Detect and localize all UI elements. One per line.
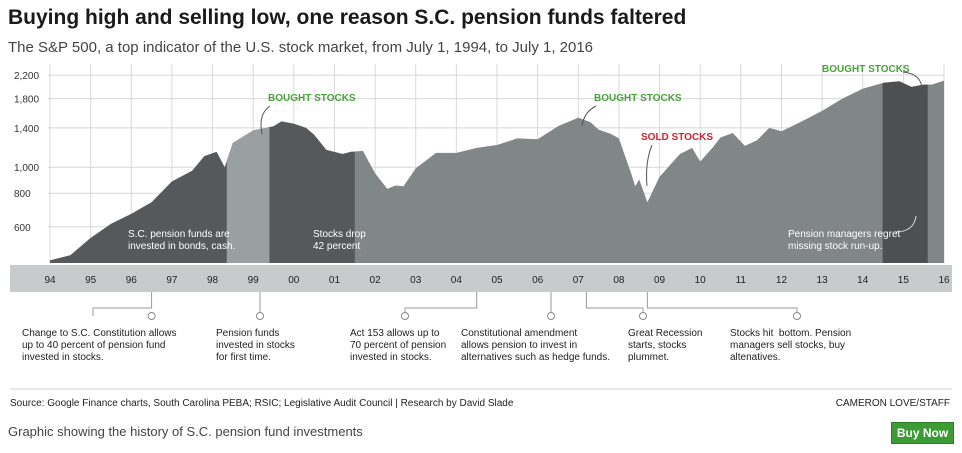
pointer-arrow [646, 144, 653, 187]
sold-stocks-label: SOLD STOCKS [641, 132, 713, 143]
x-tick-label: 07 [573, 275, 585, 286]
bought-stocks-label: BOUGHT STOCKS [268, 93, 356, 104]
x-tick-label: 00 [288, 275, 300, 286]
x-tick-label: 03 [410, 275, 422, 286]
y-tick-label: 2,200 [14, 71, 39, 82]
x-tick-label: 12 [776, 275, 788, 286]
chart-title: Buying high and selling low, one reason … [8, 6, 687, 29]
leader-line [585, 292, 644, 316]
leader-line [92, 292, 153, 316]
buy-now-button[interactable]: Buy Now [891, 422, 954, 444]
x-tick-label: 15 [898, 275, 910, 286]
highlight-band [226, 80, 270, 263]
annotation-first-stock-investment: Pension funds invested in stocks for fir… [216, 328, 295, 363]
leader-dot [147, 312, 156, 320]
x-tick-label: 98 [207, 275, 219, 286]
x-tick-label: 09 [654, 275, 666, 286]
x-tick-label: 06 [532, 275, 544, 286]
pointer-arrow [894, 215, 917, 233]
x-tick-label: 04 [451, 275, 463, 286]
annotation-act-153: Act 153 allows up to 70 percent of pensi… [350, 328, 447, 363]
chart-subtitle: The S&P 500, a top indicator of the U.S.… [8, 39, 594, 56]
x-tick-label: 10 [695, 275, 707, 286]
annotation-stocks-bottom: Stocks hit bottom. Pension managers sell… [730, 328, 852, 363]
leader-dot [256, 312, 264, 320]
in-chart-note: invested in bonds, cash. [128, 241, 235, 252]
chart-labels: BOUGHT STOCKS BOUGHT STOCKS BOUGHT STOCKS S… [128, 64, 923, 252]
x-axis: 94 95 96 97 98 99 00 01 02 03 04 05 06 07 08 09 10 11 12 13… [10, 265, 952, 292]
pointer-arrow [581, 105, 597, 127]
y-tick-label: 1,000 [14, 163, 39, 174]
y-tick-label: 1,400 [14, 124, 39, 135]
x-tick-label: 94 [44, 275, 56, 286]
y-tick-label: 800 [14, 189, 31, 200]
in-chart-note: Pension managers regret [788, 229, 901, 240]
x-axis-band [10, 265, 952, 292]
credit-line: CAMERON LOVE/STAFF [835, 398, 950, 409]
x-tick-label: 95 [85, 275, 97, 286]
in-chart-note: S.C. pension funds are [128, 229, 230, 240]
x-tick-label: 96 [126, 275, 138, 286]
x-tick-label: 16 [938, 275, 950, 286]
source-note: Source: Google Finance charts, South Car… [10, 398, 514, 409]
x-tick-label: 05 [491, 275, 503, 286]
x-tick-label: 99 [248, 275, 260, 286]
leader-dot [793, 312, 801, 320]
leader-dot [401, 312, 409, 320]
in-chart-note: missing stock run-up. [788, 241, 882, 252]
x-tick-label: 08 [613, 275, 625, 286]
pointer-arrow [902, 71, 923, 91]
annotation-constitution-change: Change to S.C. Constitution allows up to… [22, 328, 177, 363]
annotation-great-recession: Great Recession starts, stocks plummet. [628, 328, 703, 363]
sp500-area-chart: 600 800 1,000 1,400 1,800 2,200 94 95 96 97 98 99 0… [10, 64, 952, 390]
leader-line [646, 292, 798, 316]
x-tick-label: 14 [857, 275, 869, 286]
annotation-leaders [10, 292, 952, 390]
leader-dot [639, 312, 647, 320]
leader-dot [547, 312, 555, 320]
x-tick-label: 11 [736, 275, 747, 286]
y-tick-label: 1,800 [14, 95, 39, 106]
pointer-arrow [260, 105, 271, 135]
bought-stocks-label: BOUGHT STOCKS [822, 64, 910, 75]
y-tick-label: 600 [14, 223, 31, 234]
x-tick-label: 02 [370, 275, 382, 286]
in-chart-note: 42 percent [313, 241, 360, 252]
bought-stocks-label: BOUGHT STOCKS [594, 93, 682, 104]
x-tick-label: 01 [329, 275, 341, 286]
annotation-constitutional-amendment: Constitutional amendment allows pension … [461, 328, 610, 363]
highlight-band [882, 80, 928, 263]
leader-line [404, 292, 478, 316]
in-chart-note: Stocks drop [313, 229, 366, 240]
image-caption: Graphic showing the history of S.C. pens… [8, 424, 363, 439]
x-tick-label: 97 [166, 275, 178, 286]
x-tick-label: 13 [817, 275, 829, 286]
